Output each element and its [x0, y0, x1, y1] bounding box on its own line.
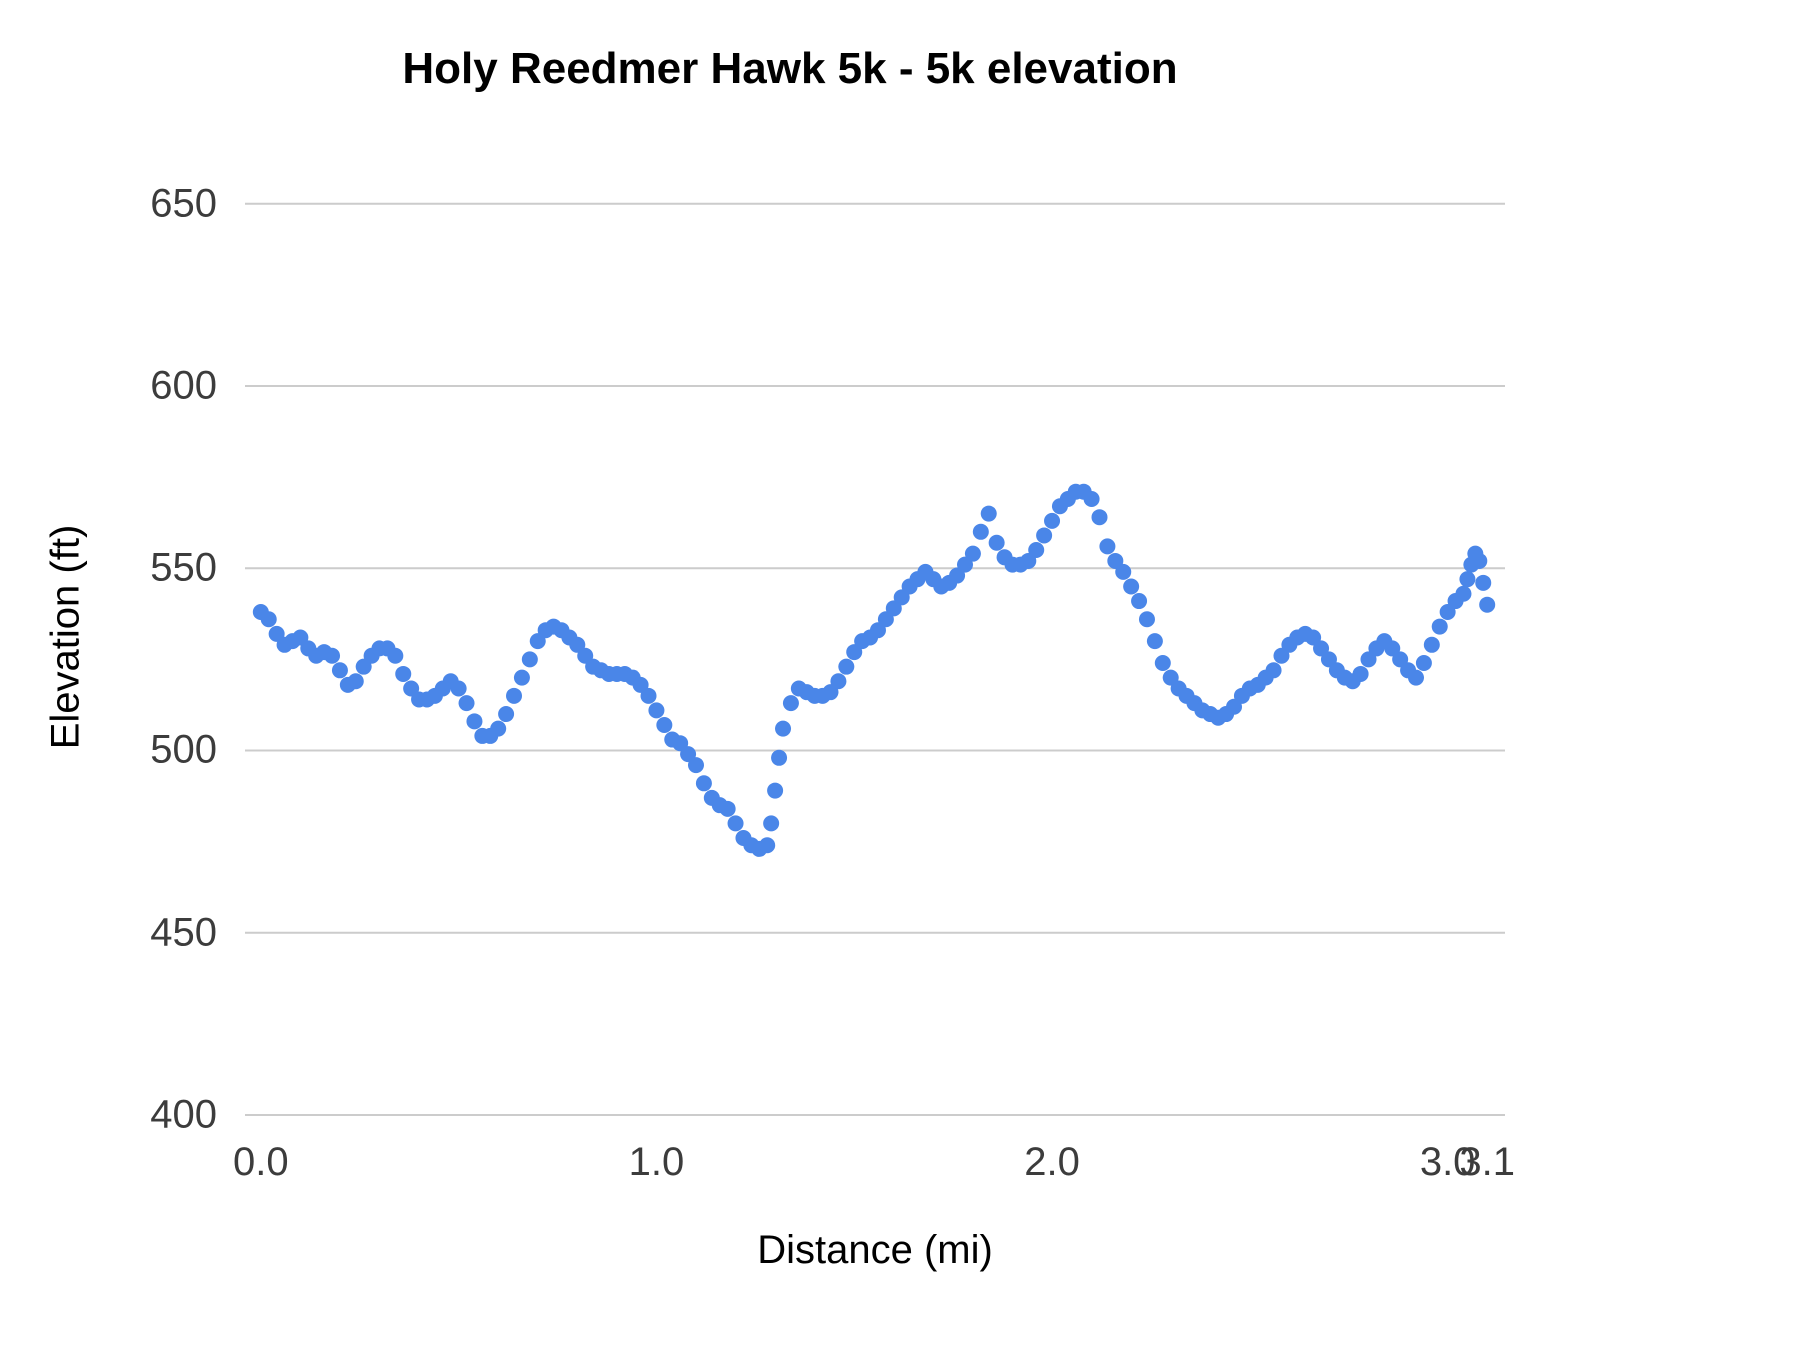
data-point: [759, 837, 776, 854]
data-point: [324, 647, 341, 664]
data-point: [695, 775, 712, 792]
data-point: [347, 673, 364, 690]
data-point: [1471, 552, 1488, 569]
data-point: [656, 716, 673, 733]
x-tick-label: 2.0: [1024, 1140, 1080, 1184]
data-point: [1091, 509, 1108, 526]
data-point: [1415, 655, 1432, 672]
data-point: [719, 800, 736, 817]
data-point: [1455, 585, 1472, 602]
x-axis-title: Distance (mi): [757, 1228, 993, 1272]
data-point: [260, 611, 277, 628]
data-point: [1123, 578, 1140, 595]
data-point: [1475, 574, 1492, 591]
y-tick-label: 550: [150, 545, 217, 590]
data-point: [1407, 669, 1424, 686]
x-tick-label: 3.0: [1419, 1140, 1476, 1184]
data-point: [988, 534, 1005, 551]
y-tick-label: 600: [150, 363, 217, 408]
y-tick-label: 500: [150, 727, 217, 772]
data-point: [767, 782, 784, 799]
data-point: [1083, 490, 1100, 507]
data-point: [782, 695, 799, 712]
data-point: [1154, 655, 1171, 672]
data-point: [1115, 563, 1132, 580]
data-point: [395, 665, 412, 682]
data-point: [1423, 636, 1440, 653]
data-point: [727, 815, 744, 832]
chart-title: Holy Reedmer Hawk 5k - 5k elevation: [402, 44, 1178, 93]
data-point: [1146, 633, 1163, 650]
data-point: [763, 815, 780, 832]
data-point: [838, 658, 855, 675]
data-point: [1352, 665, 1369, 682]
data-point: [1131, 593, 1148, 610]
data-point: [980, 505, 997, 522]
y-tick-label: 650: [150, 181, 217, 226]
data-point: [1459, 571, 1476, 588]
x-tick-label: 1.0: [628, 1140, 685, 1184]
data-point: [640, 687, 657, 704]
data-point: [964, 545, 981, 562]
data-point: [1265, 662, 1282, 679]
data-point: [466, 713, 483, 730]
data-point: [972, 523, 989, 540]
data-point: [1099, 538, 1116, 555]
x-tick-label: 0.0: [233, 1140, 289, 1184]
data-point: [458, 695, 475, 712]
data-point: [1044, 512, 1061, 529]
data-point: [450, 680, 467, 697]
data-point: [775, 720, 792, 737]
y-tick-label: 450: [150, 910, 217, 955]
data-point: [490, 720, 507, 737]
data-point: [387, 647, 404, 664]
data-point: [1479, 596, 1496, 613]
data-point: [830, 673, 847, 690]
data-point: [1036, 527, 1053, 544]
data-point: [1028, 542, 1045, 559]
data-point: [513, 669, 530, 686]
data-point: [331, 662, 348, 679]
data-point: [1431, 618, 1448, 635]
data-point: [1138, 611, 1155, 628]
data-point: [771, 749, 788, 766]
data-point: [498, 706, 515, 723]
y-tick-label: 400: [150, 1092, 217, 1137]
data-point: [648, 702, 665, 719]
data-point: [521, 651, 538, 668]
data-point: [687, 757, 704, 774]
x-tick-label: 3.1: [1459, 1140, 1515, 1184]
data-point: [506, 687, 523, 704]
